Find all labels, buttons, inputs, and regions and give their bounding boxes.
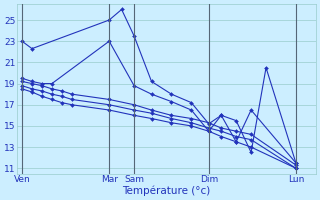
X-axis label: Température (°c): Température (°c) xyxy=(122,185,211,196)
